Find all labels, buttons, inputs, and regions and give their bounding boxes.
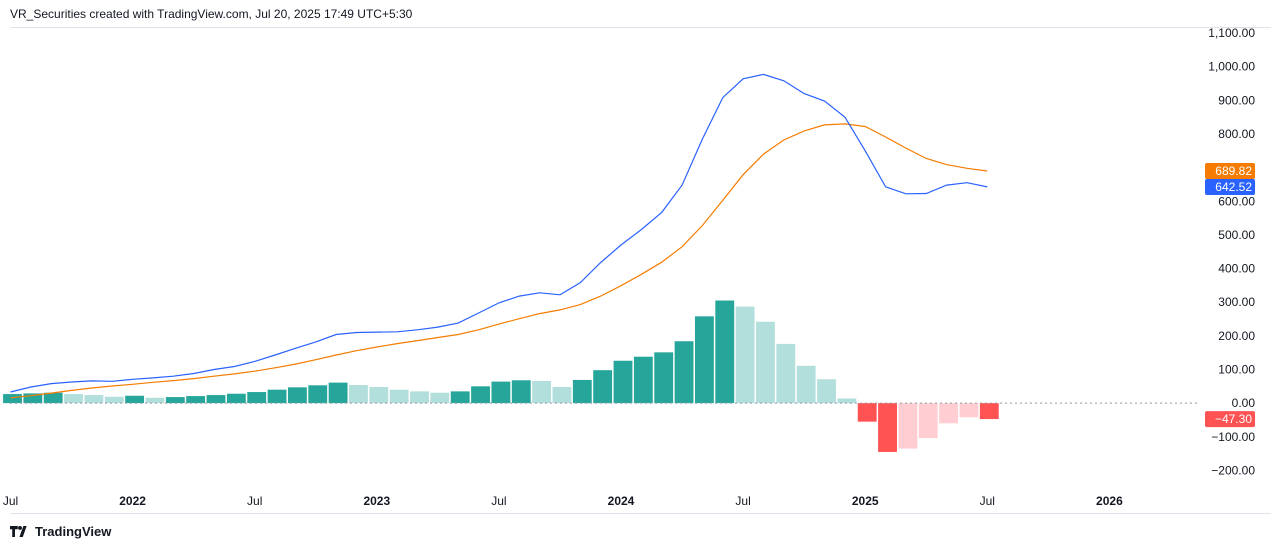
histogram-bar — [267, 389, 287, 404]
time-axis: Jul 2022 Jul 2023 Jul 2024 Jul 2025 Jul 2026 — [3, 494, 1123, 508]
x-tick-label: 2024 — [608, 494, 635, 508]
histogram-bar — [349, 384, 368, 404]
histogram-bar — [837, 398, 857, 404]
line-layer — [10, 73, 988, 399]
histogram-bar — [43, 392, 63, 404]
x-tick-label: Jul — [735, 494, 750, 508]
x-tick-label: 2025 — [852, 494, 879, 508]
histogram-bar — [389, 389, 409, 404]
histogram-bar — [3, 394, 22, 404]
signal-value-badge-text: 689.82 — [1215, 164, 1252, 178]
histogram-bar — [735, 306, 755, 404]
x-tick-label: Jul — [980, 494, 995, 508]
histogram-bar — [145, 397, 165, 404]
histogram-bar — [796, 365, 816, 404]
y-tick-label: 800.00 — [1218, 127, 1255, 141]
y-tick-label: 100.00 — [1218, 363, 1255, 377]
x-tick-label: Jul — [247, 494, 262, 508]
histogram-bar — [613, 360, 633, 404]
chart-caption: VR_Securities created with TradingView.c… — [10, 7, 413, 21]
signal-value-badge-bg — [1205, 163, 1255, 180]
histogram-bar — [125, 395, 145, 404]
histogram-bar — [328, 382, 348, 404]
x-tick-label: Jul — [3, 494, 18, 508]
histogram-value-badge: −47.30 — [1205, 411, 1255, 428]
histogram-bar — [410, 391, 429, 404]
x-tick-label: 2026 — [1096, 494, 1123, 508]
macd-value-badge-text: 642.52 — [1215, 180, 1252, 194]
histogram-bar — [247, 392, 267, 404]
histogram-bar — [23, 393, 43, 404]
histogram-bar — [104, 396, 124, 404]
histogram-bar — [84, 395, 104, 404]
histogram-bar — [654, 352, 674, 404]
histogram-bar — [511, 380, 531, 404]
histogram-bar — [532, 380, 552, 404]
brand-label: TradingView — [35, 524, 112, 539]
x-tick-label: Jul — [491, 494, 506, 508]
y-tick-label: −100.00 — [1211, 430, 1255, 444]
histogram-bar — [898, 403, 918, 449]
price-axis: 1,100.001,000.00900.00800.00700.00600.00… — [1208, 26, 1255, 477]
last-value-badges: 689.82 642.52 −47.30 — [1205, 163, 1255, 428]
y-tick-label: 500.00 — [1218, 228, 1255, 242]
y-tick-label: 900.00 — [1218, 93, 1255, 107]
signal-line — [10, 123, 988, 399]
histogram-bar — [369, 386, 389, 404]
histogram-bar — [471, 386, 490, 404]
histogram-bar — [633, 356, 653, 404]
histogram-bar — [694, 316, 714, 404]
histogram-layer — [3, 300, 999, 452]
y-tick-label: 200.00 — [1218, 329, 1255, 343]
histogram-bar — [186, 396, 206, 404]
y-tick-label: 1,100.00 — [1208, 26, 1255, 40]
y-tick-label: 1,000.00 — [1208, 60, 1255, 74]
macd-value-badge-bg — [1205, 178, 1255, 195]
histogram-bar — [817, 379, 836, 404]
chart-frame — [10, 27, 1271, 514]
y-tick-label: 300.00 — [1218, 295, 1255, 309]
histogram-value-badge-text: −47.30 — [1215, 412, 1252, 426]
x-tick-label: 2023 — [363, 494, 390, 508]
histogram-bar — [226, 393, 246, 404]
histogram-bar — [939, 403, 959, 424]
x-tick-label: 2022 — [119, 494, 146, 508]
histogram-bar — [959, 403, 979, 418]
y-tick-label: 600.00 — [1218, 194, 1255, 208]
histogram-bar — [450, 391, 470, 404]
histogram-value-badge-bg — [1205, 411, 1255, 428]
histogram-bar — [491, 381, 511, 404]
histogram-bar — [287, 387, 307, 404]
y-tick-label: 0.00 — [1232, 396, 1256, 410]
histogram-bar — [593, 370, 613, 404]
histogram-bar — [165, 397, 185, 404]
histogram-bar — [430, 392, 450, 404]
y-tick-label: 400.00 — [1218, 262, 1255, 276]
histogram-bar — [918, 403, 938, 439]
histogram-bar — [776, 343, 796, 404]
histogram-bar — [857, 403, 877, 422]
tradingview-brand[interactable]: TradingView — [10, 524, 111, 539]
histogram-bar — [674, 341, 694, 404]
histogram-bar — [878, 403, 897, 452]
macd-value-badge: 642.52 — [1205, 178, 1255, 195]
tradingview-logo-icon — [10, 525, 27, 538]
histogram-bar — [979, 403, 999, 420]
histogram-bar — [715, 300, 735, 404]
macd-line — [10, 73, 988, 393]
histogram-bar — [206, 395, 226, 404]
histogram-bar — [64, 394, 83, 404]
signal-value-badge: 689.82 — [1205, 163, 1255, 180]
histogram-bar — [756, 321, 775, 404]
histogram-bar — [308, 385, 328, 404]
y-tick-label: −200.00 — [1211, 463, 1255, 477]
histogram-bar — [572, 379, 592, 404]
histogram-bar — [552, 386, 572, 404]
